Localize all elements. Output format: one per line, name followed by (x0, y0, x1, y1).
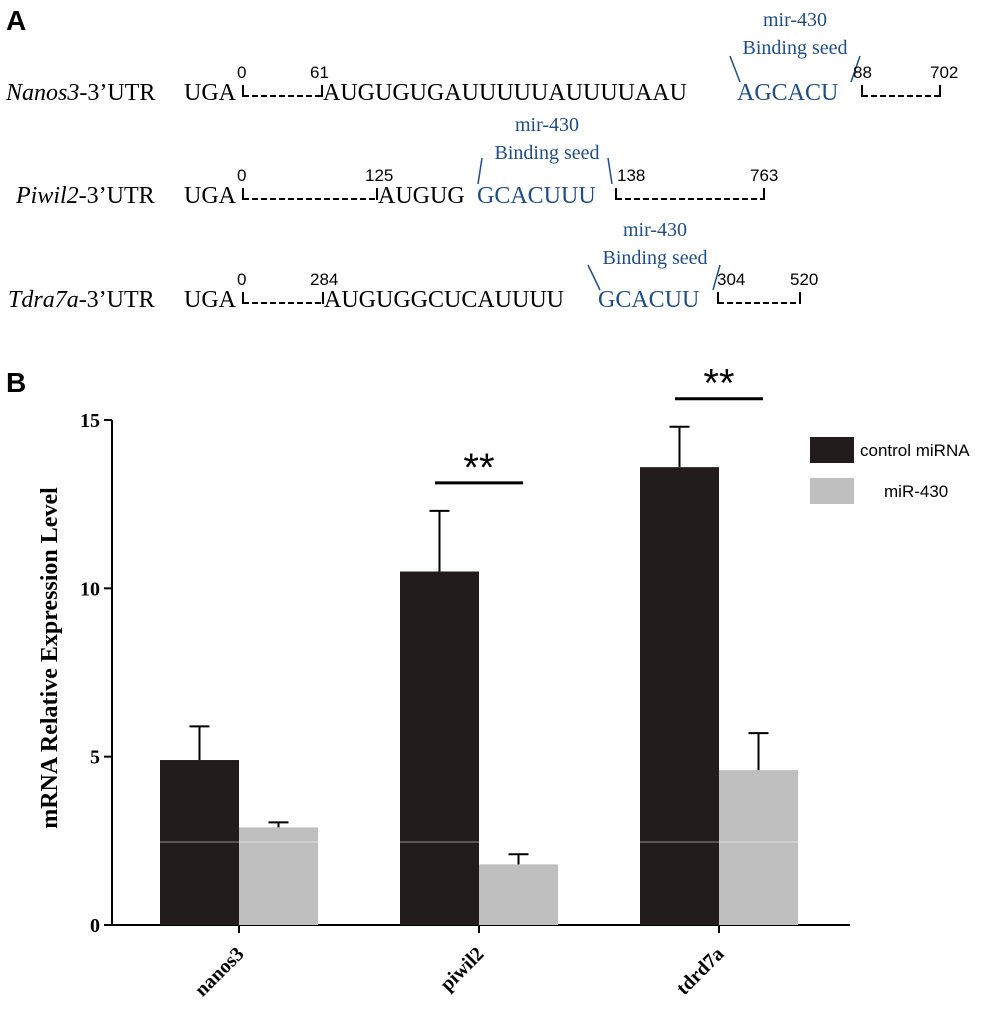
x-tick-label: piwil2 (436, 943, 489, 996)
significance-label: ** (463, 446, 494, 490)
y-tick-label: 10 (80, 578, 100, 600)
bar-tdrd7a-control (640, 467, 719, 925)
significance-markers: ** ** (435, 362, 763, 490)
legend-label-mir430: miR-430 (884, 482, 948, 501)
utr-sequence: AUGUGUGAUUUUUAUUUUAAU (323, 80, 687, 106)
gene-suffix: -3’UTR (79, 287, 155, 313)
bar-tdrd7a-mir430 (719, 770, 798, 925)
y-ticks: 0 5 10 15 (80, 410, 112, 937)
utr-row-piwil2: Piwil2-3’UTR UGA 0 125 AUGUG GCACUUU mir… (15, 114, 778, 209)
bar-piwil2-mir430 (479, 864, 558, 925)
gene-suffix: -3’UTR (79, 80, 155, 106)
bars (160, 425, 798, 925)
pos-mid: 284 (310, 270, 338, 289)
pos-end: 520 (790, 270, 818, 289)
legend-swatch-control (810, 437, 854, 463)
gene-name: Nanos3-3’UTR (5, 80, 155, 106)
seed-label-top: mir-430 (623, 219, 687, 241)
utr-sequence: AUGUG (378, 183, 465, 209)
y-tick-label: 15 (80, 410, 100, 432)
bar-nanos3-control (160, 760, 239, 925)
gene-italic: Piwil2 (15, 183, 79, 209)
gene-italic: Tdra7a (8, 287, 79, 313)
pos-mid: 125 (365, 166, 393, 185)
x-tick-label: tdrd7a (672, 943, 728, 999)
panel-a-label: A (6, 5, 26, 36)
pos-end: 763 (750, 166, 778, 185)
seed-sequence: GCACUU (598, 287, 699, 313)
significance-label: ** (703, 362, 734, 406)
bar-piwil2-control (400, 571, 479, 925)
gene-name: Tdra7a-3’UTR (8, 287, 155, 313)
pos-end: 702 (930, 63, 958, 82)
utr-prefix: UGA (184, 80, 237, 106)
seed-label-bottom: Binding seed (743, 37, 848, 59)
utr-prefix: UGA (184, 287, 237, 313)
utr-prefix: UGA (184, 183, 237, 209)
utr-row-nanos3: Nanos3-3’UTR UGA 0 61 AUGUGUGAUUUUUAUUUU… (5, 9, 958, 106)
y-tick-label: 5 (90, 747, 100, 769)
seed-sequence: GCACUUU (477, 183, 596, 209)
pos-seed-end: 88 (853, 63, 872, 82)
seed-label-top: mir-430 (515, 114, 579, 136)
seed-label-bottom: Binding seed (603, 247, 708, 269)
legend-swatch-mir430 (810, 478, 854, 504)
pos-start: 0 (237, 270, 246, 289)
pos-start: 0 (237, 63, 246, 82)
pos-seed-end: 304 (717, 270, 745, 289)
gene-name: Piwil2-3’UTR (15, 183, 155, 209)
seed-sequence: AGCACU (737, 80, 838, 106)
x-ticks: nanos3 piwil2 tdrd7a (191, 925, 729, 1001)
pos-seed-end: 138 (617, 166, 645, 185)
legend: control miRNA miR-430 (810, 437, 970, 504)
y-tick-label: 0 (90, 915, 100, 937)
x-tick-label: nanos3 (191, 943, 249, 1001)
y-axis-label: mRNA Relative Expression Level (37, 487, 63, 829)
bar-nanos3-mir430 (239, 827, 318, 925)
pos-start: 0 (237, 166, 246, 185)
gene-suffix: -3’UTR (79, 183, 155, 209)
pos-mid: 61 (310, 63, 329, 82)
seed-label-top: mir-430 (763, 9, 827, 31)
panel-b-label: B (6, 367, 26, 398)
utr-row-tdra7a: Tdra7a-3’UTR UGA 0 284 AUGUGGCUCAUUUU GC… (8, 219, 818, 313)
seed-label-bottom: Binding seed (495, 142, 600, 164)
legend-label-control: control miRNA (860, 441, 970, 460)
gene-italic: Nanos3 (5, 80, 79, 106)
bar-chart: mRNA Relative Expression Level 0 5 10 15 na… (37, 362, 970, 1001)
utr-sequence: AUGUGGCUCAUUUU (324, 287, 564, 313)
